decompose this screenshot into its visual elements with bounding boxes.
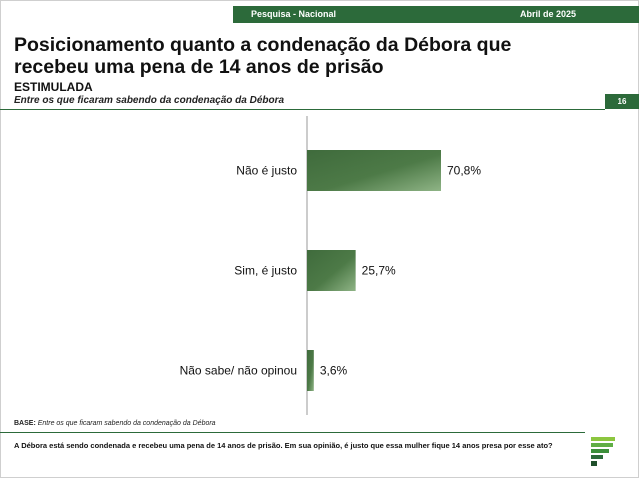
chart-subtitle: ESTIMULADA <box>14 80 93 94</box>
bar-2 <box>307 350 314 391</box>
bar-chart: Não é justo 70,8% Sim, é justo 25,7% Não sab… <box>180 116 481 415</box>
question-divider <box>0 432 585 433</box>
base-note: BASE: Entre os que ficaram sabendo da co… <box>14 420 216 427</box>
header-divider <box>0 109 605 110</box>
chart-title: Posicionamento quanto a condenação da Dé… <box>14 34 512 78</box>
header-bar: Pesquisa - Nacional Abril de 2025 <box>233 6 639 23</box>
base-text: Entre os que ficaram sabendo da condenaç… <box>37 420 216 427</box>
bar-1 <box>307 250 356 291</box>
category-label: Não sabe/ não opinou <box>180 364 297 378</box>
bar-0 <box>307 150 441 191</box>
survey-name: Pesquisa - Nacional <box>251 9 337 19</box>
value-label: 3,6% <box>320 364 348 378</box>
page-number: 16 <box>605 94 639 109</box>
survey-date: Abril de 2025 <box>520 9 577 19</box>
category-label: Não é justo <box>236 164 297 178</box>
value-label: 25,7% <box>362 264 396 278</box>
brand-logo-icon <box>591 437 615 466</box>
filter-note: Entre os que ficaram sabendo da condenaç… <box>14 95 285 106</box>
survey-question: A Débora está sendo condenada e recebeu … <box>14 441 553 450</box>
value-label: 70,8% <box>447 164 481 178</box>
base-label: BASE: <box>14 420 36 427</box>
category-label: Sim, é justo <box>234 264 297 278</box>
